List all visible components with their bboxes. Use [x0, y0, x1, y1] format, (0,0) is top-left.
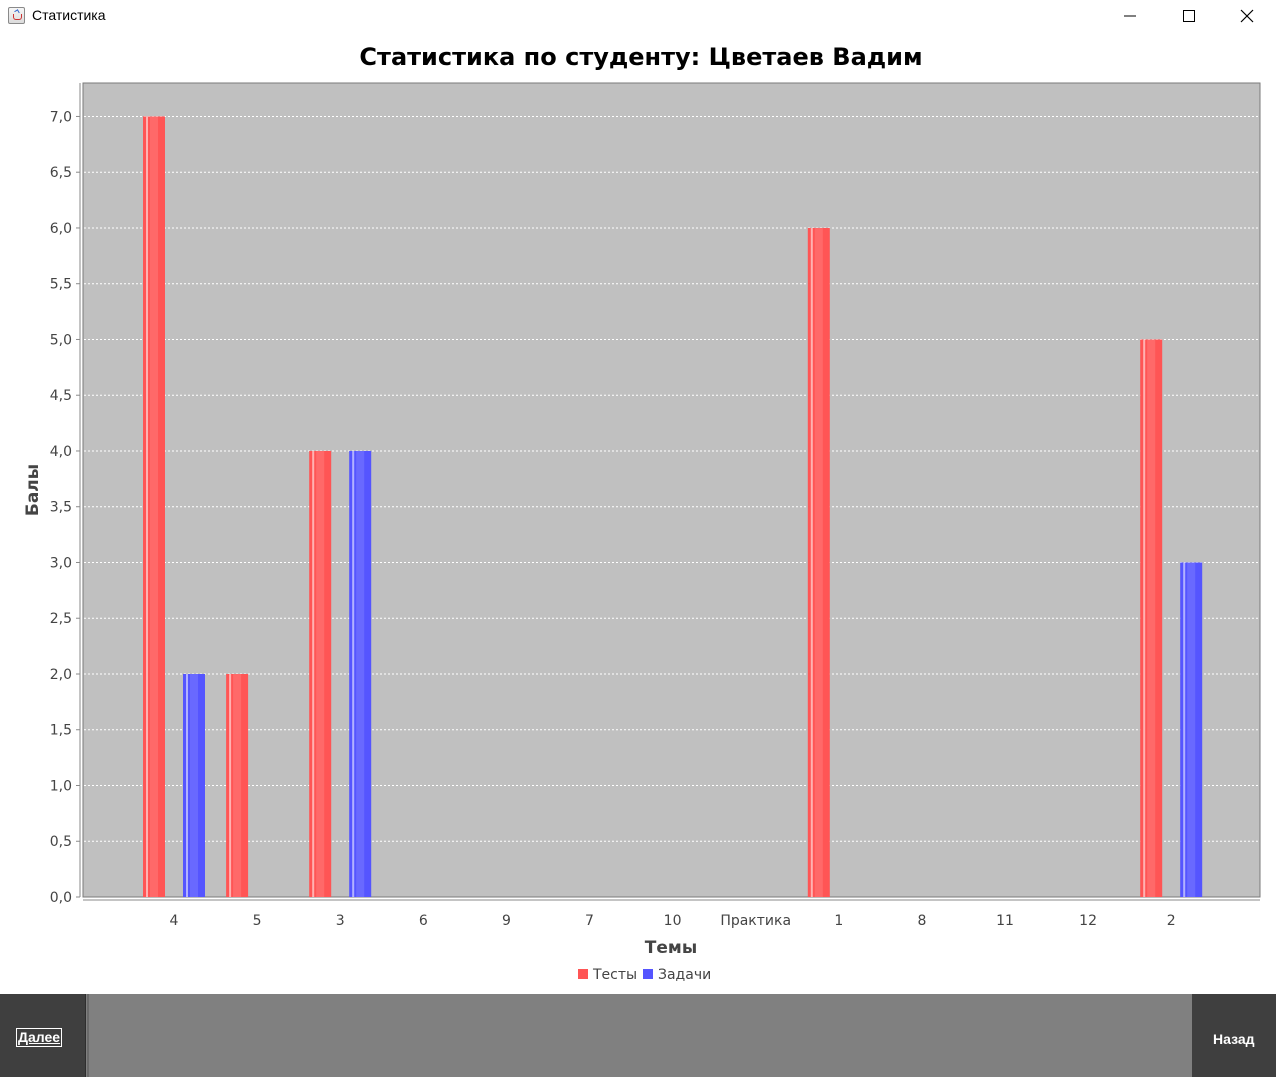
plot-background	[82, 82, 1261, 898]
x-tick-label: 4	[170, 913, 179, 929]
close-button[interactable]	[1218, 0, 1276, 33]
title-bar: Статистика	[0, 0, 1276, 33]
x-tick-label: 9	[502, 913, 511, 929]
back-button[interactable]: Назад	[1192, 994, 1276, 1077]
bar-highlight	[352, 450, 355, 897]
legend-swatch-tests	[578, 969, 588, 979]
legend: Тесты Задачи	[578, 967, 711, 983]
x-tick-label: 8	[917, 913, 926, 929]
close-icon	[1240, 9, 1254, 23]
chart-title: Статистика по студенту: Цветаев Вадим	[359, 43, 922, 71]
y-tick-label: 7,0	[50, 109, 72, 125]
bar-highlight	[814, 227, 823, 897]
bar-highlight	[146, 116, 148, 898]
bar-tasks	[183, 673, 205, 897]
y-tick-label: 5,0	[50, 332, 72, 348]
bar-highlight	[1147, 339, 1156, 897]
bar-highlight	[186, 673, 188, 897]
bar-highlight	[1187, 562, 1196, 897]
maximize-button[interactable]	[1160, 0, 1218, 33]
bar-highlight	[316, 450, 325, 897]
y-tick-label: 0,0	[50, 890, 72, 906]
x-tick-label: 12	[1079, 913, 1097, 929]
bar-highlight	[356, 450, 365, 897]
plot-area	[82, 82, 1261, 898]
window-title: Статистика	[32, 7, 106, 23]
x-axis-label: Темы	[645, 938, 697, 958]
bar-highlight	[312, 450, 315, 897]
bar-highlight	[150, 116, 158, 898]
bar-highlight	[233, 673, 242, 897]
bottom-panel: Далее Назад	[0, 994, 1276, 1077]
y-tick-label: 2,5	[50, 611, 72, 627]
bar-highlight	[1143, 339, 1146, 897]
bar-highlight	[810, 227, 813, 897]
bar-highlight	[1183, 562, 1186, 897]
java-app-icon	[8, 7, 25, 24]
bars	[143, 116, 1203, 898]
bar-highlight	[190, 673, 198, 897]
minimize-button[interactable]	[1101, 0, 1159, 33]
x-axis: 4 5 3 6 9 7 10 Практика 1 8 11 12 2	[83, 899, 1260, 929]
x-tick-label: 5	[253, 913, 262, 929]
x-tick-label: 11	[996, 913, 1014, 929]
y-tick-label: 4,5	[50, 388, 72, 404]
x-tick-label: 1	[834, 913, 843, 929]
bar-tests	[1140, 339, 1163, 897]
y-tick-label: 1,5	[50, 723, 72, 739]
y-axis: 0,0 0,5 1,0 1,5 2,0 2,5 3,0 3,5 4,0 4,5 5,0 5,5 6,0 6…	[50, 83, 81, 906]
legend-label-tests: Тесты	[592, 967, 637, 983]
back-button-label: Назад	[1213, 1031, 1255, 1047]
y-tick-label: 6,0	[50, 221, 72, 237]
bar-chart: Статистика по студенту: Цветаев Вадим 0,…	[23, 43, 1261, 983]
maximize-icon	[1183, 10, 1195, 22]
bar-tasks	[1180, 562, 1203, 897]
x-tick-label: 6	[419, 913, 428, 929]
x-tick-label: Практика	[720, 913, 791, 929]
legend-label-tasks: Задачи	[658, 967, 711, 983]
x-tick-label: 10	[664, 913, 682, 929]
legend-swatch-tasks	[643, 969, 653, 979]
next-button-label: Далее	[15, 1028, 63, 1047]
y-tick-label: 3,5	[50, 500, 72, 516]
bar-tests	[143, 116, 165, 898]
bar-tests	[226, 673, 249, 897]
x-tick-label: 3	[336, 913, 345, 929]
y-tick-label: 0,5	[50, 834, 72, 850]
y-tick-label: 2,0	[50, 667, 72, 683]
bar-tasks	[349, 450, 372, 897]
x-tick-label: 2	[1167, 913, 1176, 929]
y-tick-label: 5,5	[50, 277, 72, 293]
bar-highlight	[229, 673, 232, 897]
y-tick-label: 1,0	[50, 778, 72, 794]
minimize-icon	[1124, 15, 1136, 17]
bar-tests	[309, 450, 332, 897]
y-axis-label: Балы	[23, 464, 43, 516]
y-tick-label: 4,0	[50, 444, 72, 460]
x-tick-label: 7	[585, 913, 594, 929]
next-button[interactable]: Далее	[0, 994, 86, 1077]
y-tick-label: 6,5	[50, 165, 72, 181]
bar-tests	[807, 227, 830, 897]
panel-divider	[87, 994, 89, 1077]
y-tick-label: 3,0	[50, 555, 72, 571]
